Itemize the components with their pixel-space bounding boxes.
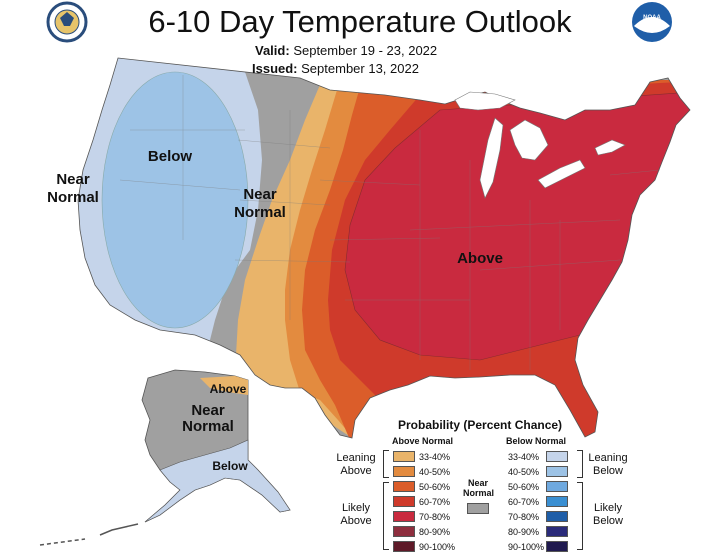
legend-above-row-label: 33-40% [419, 452, 451, 462]
likely-below-region [101, 71, 249, 329]
legend-below-row-label: 70-80% [508, 512, 540, 522]
legend-below-row-label: 90-100% [508, 542, 545, 552]
leaning-below-line2: Below [593, 465, 623, 477]
legend-below-row-label: 40-50% [508, 467, 540, 477]
legend-above-row-swatch [393, 496, 415, 507]
legend-above-row-swatch [393, 451, 415, 462]
likely-below-line2: Below [593, 515, 623, 527]
legend-leaning-below: Leaning Below [578, 452, 638, 478]
legend-below-row-swatch [546, 481, 568, 492]
map-label-alaska-near-1: Near [191, 402, 225, 419]
brace-leaning-below [577, 450, 583, 478]
legend-likely-above: Likely Above [326, 502, 386, 528]
legend-near-swatch [467, 503, 489, 514]
brace-likely-below [577, 482, 583, 550]
legend-below-row-swatch [546, 511, 568, 522]
page-title: 6-10 Day Temperature Outlook [148, 4, 572, 39]
great-lakes [454, 91, 626, 199]
legend-below-row-swatch [546, 526, 568, 537]
legend-below-row-swatch [546, 451, 568, 462]
legend-above-row-label: 40-50% [419, 467, 451, 477]
map-label-alaska-near-2: Normal [182, 418, 234, 435]
valid-value: September 19 - 23, 2022 [293, 43, 438, 58]
issued-label: Issued: [252, 61, 298, 76]
aleutian-islands [99, 523, 139, 536]
noaa-logo-text: NOAA [643, 15, 661, 21]
commerce-seal-icon [46, 1, 88, 43]
legend-below-row-swatch [546, 466, 568, 477]
alaska-map [39, 369, 291, 546]
alaska-below-region [144, 439, 291, 523]
map-label-alaska-above: Above [210, 382, 247, 396]
likely-above-line1: Likely [341, 502, 371, 514]
map-label-near-normal-west-1: Near [56, 171, 90, 188]
issued-line: Issued: September 13, 2022 [252, 61, 419, 76]
leaning-above-line1: Leaning [336, 452, 376, 464]
legend-below-row-label: 60-70% [508, 497, 540, 507]
legend-below-row-label: 33-40% [508, 452, 540, 462]
legend-title: Probability (Percent Chance) [398, 418, 563, 432]
noaa-logo-icon: NOAA [632, 2, 672, 42]
legend-above-row-swatch [393, 541, 415, 552]
legend-below-row-swatch [546, 541, 568, 552]
state-lines [119, 75, 661, 370]
valid-label: Valid: [255, 43, 290, 58]
brace-leaning-above [383, 450, 389, 478]
issued-value: September 13, 2022 [301, 61, 419, 76]
legend-likely-below: Likely Below [578, 502, 638, 528]
conus-outline [77, 57, 691, 439]
legend-above-row-swatch [393, 526, 415, 537]
valid-line: Valid: September 19 - 23, 2022 [255, 43, 437, 58]
legend-above-row-label: 80-90% [419, 527, 451, 537]
legend-above-row-label: 90-100% [419, 542, 456, 552]
legend-above-row-swatch [393, 511, 415, 522]
brace-likely-above [383, 482, 389, 550]
legend-above-row-label: 50-60% [419, 482, 451, 492]
leaning-above-line2: Above [340, 465, 372, 477]
legend-above-header: Above Normal [392, 436, 454, 446]
map-label-near-normal-center-1: Near [243, 186, 277, 203]
map-label-near-normal-west-2: Normal [47, 189, 99, 206]
leaning-below-line1: Leaning [588, 452, 628, 464]
likely-below-line1: Likely [593, 502, 623, 514]
map-label-below: Below [148, 148, 193, 165]
legend-above-row-swatch [393, 481, 415, 492]
legend-below-header: Below Normal [506, 436, 567, 446]
map-label-alaska-below: Below [212, 459, 248, 473]
alaska-above-region [200, 376, 248, 395]
legend-near-header-2: Normal [463, 488, 495, 498]
legend-above-row-swatch [393, 466, 415, 477]
legend-below-row-label: 50-60% [508, 482, 540, 492]
likely-above-line2: Above [340, 515, 372, 527]
legend-below-row-swatch [546, 496, 568, 507]
map-label-near-normal-center-2: Normal [234, 204, 286, 221]
legend-leaning-above: Leaning Above [326, 452, 386, 478]
map-label-above: Above [457, 250, 503, 267]
legend-above-row-label: 60-70% [419, 497, 451, 507]
legend-below-row-label: 80-90% [508, 527, 540, 537]
legend-above-row-label: 70-80% [419, 512, 451, 522]
legend-near-header-1: Near [468, 478, 489, 488]
